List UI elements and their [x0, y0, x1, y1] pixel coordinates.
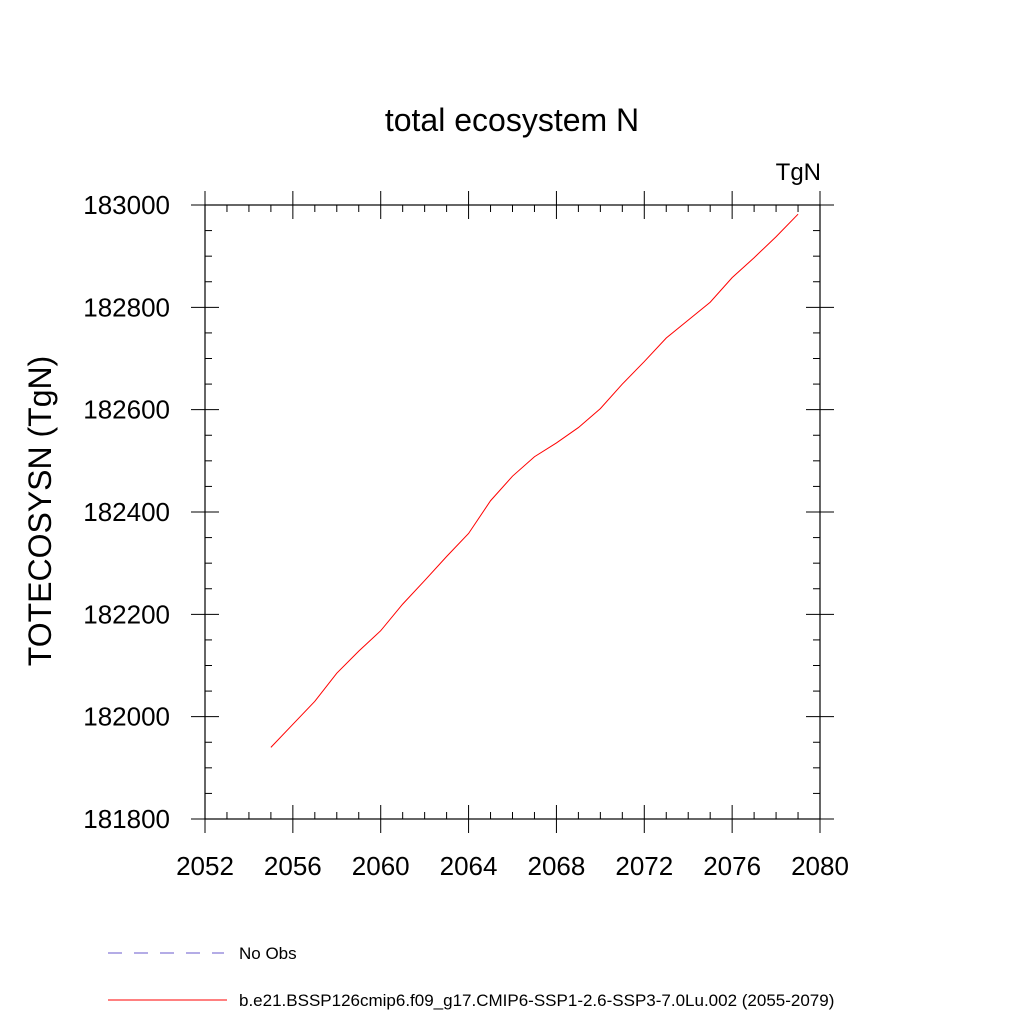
units-label: TgN	[776, 159, 821, 186]
legend-label-no-obs: No Obs	[239, 944, 297, 963]
x-tick-label: 2072	[615, 851, 673, 881]
y-tick-label: 181800	[83, 804, 170, 834]
x-tick-label: 2080	[791, 851, 849, 881]
y-axis-label: TOTECOSYSN (TgN)	[22, 356, 58, 667]
y-tick-label: 182800	[83, 292, 170, 322]
legend-label-model-run: b.e21.BSSP126cmip6.f09_g17.CMIP6-SSP1-2.…	[239, 991, 834, 1010]
x-tick-label: 2076	[703, 851, 761, 881]
axis-ticks: 2052 2056 2060 2064 2068 2072 2076 2080 181800 18…	[83, 190, 849, 881]
x-tick-label: 2060	[352, 851, 410, 881]
x-tick-label: 2068	[528, 851, 586, 881]
y-tick-label: 182200	[83, 599, 170, 629]
plot-frame	[204, 204, 821, 820]
x-tick-label: 2052	[176, 851, 234, 881]
y-tick-label: 182400	[83, 497, 170, 527]
x-tick-label: 2064	[440, 851, 498, 881]
y-tick-label: 182000	[83, 702, 170, 732]
series-lines	[270, 213, 799, 748]
chart-title: total ecosystem N	[385, 102, 639, 138]
x-tick-label: 2056	[264, 851, 322, 881]
series-line-0	[270, 213, 799, 748]
y-tick-label: 182600	[83, 395, 170, 425]
y-tick-label: 183000	[83, 190, 170, 220]
legend: No Obs b.e21.BSSP126cmip6.f09_g17.CMIP6-…	[108, 944, 834, 1010]
